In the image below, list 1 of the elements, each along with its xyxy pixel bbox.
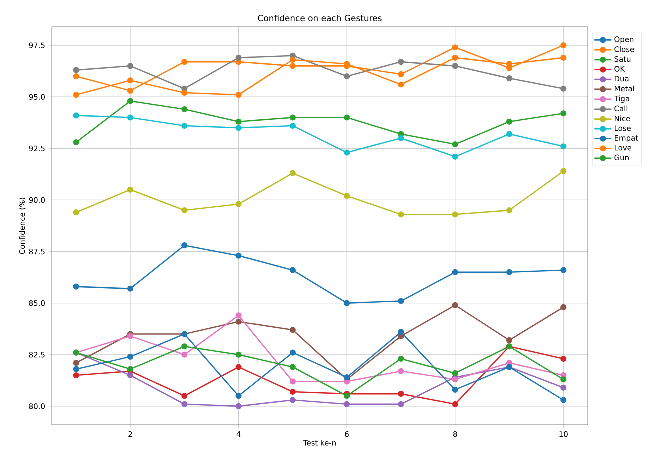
chart-title: Confidence on each Gestures xyxy=(258,14,382,22)
